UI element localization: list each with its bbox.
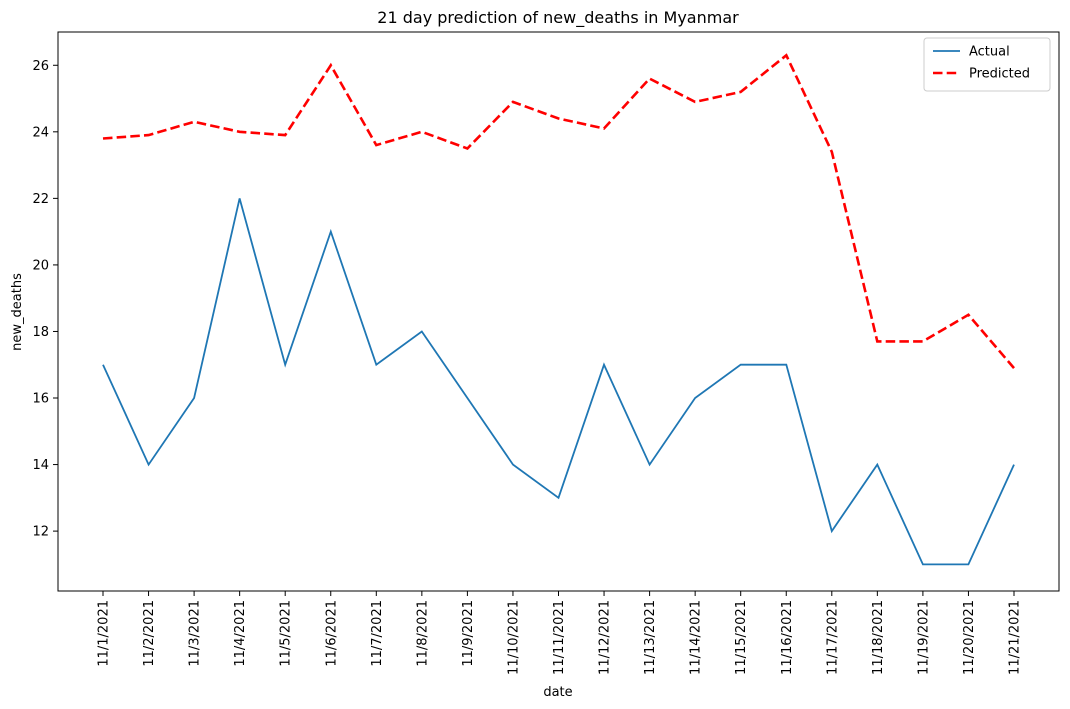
x-tick-label: 11/4/2021 [233,600,248,667]
y-tick-label: 26 [32,59,49,74]
x-tick-label: 11/15/2021 [734,600,749,675]
x-tick-label: 11/21/2021 [1008,600,1023,675]
x-tick-label: 11/3/2021 [188,600,203,667]
y-tick-label: 22 [32,192,49,207]
x-tick-label: 11/9/2021 [461,600,476,667]
x-tick-label: 11/1/2021 [97,600,112,667]
x-tick-label: 11/8/2021 [415,600,430,667]
x-tick-label: 11/12/2021 [598,600,613,675]
legend-label-predicted: Predicted [969,67,1030,82]
x-tick-label: 11/10/2021 [506,600,521,675]
x-tick-label: 11/19/2021 [916,600,931,675]
y-tick-label: 24 [32,125,49,140]
x-tick-label: 11/17/2021 [825,600,840,675]
x-tick-label: 11/14/2021 [689,600,704,675]
legend-label-actual: Actual [969,45,1010,60]
y-tick-label: 14 [32,458,49,473]
y-axis-title: new_deaths [10,273,25,351]
y-tick-label: 20 [32,258,49,273]
legend: Actual Predicted [923,37,1051,92]
x-tick-label: 11/2/2021 [142,600,157,667]
x-tick-label: 11/18/2021 [871,600,886,675]
y-tick-label: 18 [32,325,49,340]
x-axis-title: date [543,685,572,700]
x-tick-label: 11/13/2021 [643,600,658,675]
plot-area: 12 14 16 18 20 22 24 26 11/1/2021 11/2/2021 11/3/2… [32,31,1060,675]
y-tick-label: 16 [32,392,49,407]
y-tick-label: 12 [32,525,49,540]
x-tick-label: 11/11/2021 [552,600,567,675]
x-tick-label: 11/5/2021 [279,600,294,667]
x-tick-label: 11/20/2021 [962,600,977,675]
x-tick-label: 11/7/2021 [370,600,385,667]
series-line-predicted [102,53,1015,369]
chart-title: 21 day prediction of new_deaths in Myanm… [377,8,739,28]
x-tick-label: 11/16/2021 [780,600,795,675]
series-line-actual [102,198,1015,566]
x-tick-label: 11/6/2021 [324,600,339,667]
